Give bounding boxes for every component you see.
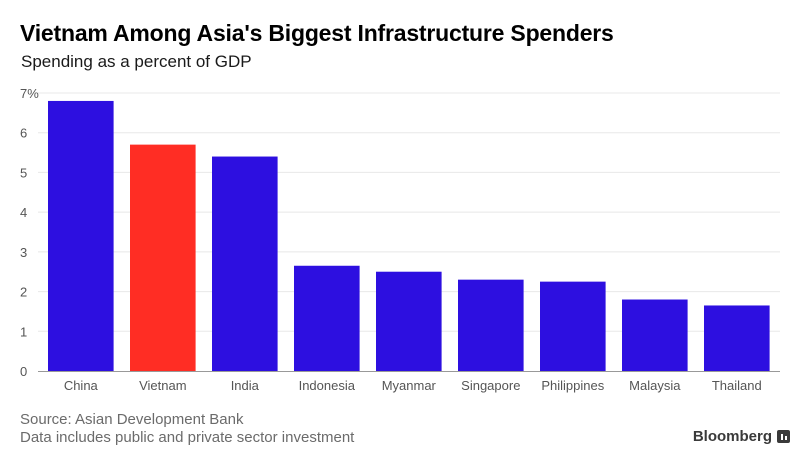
chart-title: Vietnam Among Asia's Biggest Infrastruct… — [20, 20, 614, 46]
brand-name: Bloomberg — [692, 428, 772, 445]
x-tick-label: Myanmar — [382, 378, 437, 393]
y-tick-label: 4 — [20, 205, 27, 220]
bar-philippines — [540, 281, 606, 371]
y-tick-label: 3 — [20, 245, 27, 260]
x-tick-label: China — [64, 378, 99, 393]
source-note: Source: Asian Development Bank — [20, 411, 244, 428]
x-tick-label: India — [231, 378, 260, 393]
y-tick-label: 0 — [20, 364, 27, 379]
x-tick-label: Indonesia — [299, 378, 356, 393]
bar-india — [212, 156, 278, 371]
bloomberg-logo-icon — [777, 430, 790, 443]
chart-footer: Source: Asian Development Bank Data incl… — [20, 411, 354, 447]
y-tick-label: 5 — [20, 165, 27, 180]
bar-indonesia — [294, 265, 360, 371]
y-tick-label: 1 — [20, 324, 27, 339]
chart-subtitle: Spending as a percent of GDP — [21, 52, 252, 71]
y-tick-label: 6 — [20, 126, 27, 141]
bar-vietnam — [130, 144, 196, 371]
data-note: Data includes public and private sector … — [20, 429, 355, 446]
x-tick-label: Vietnam — [139, 378, 186, 393]
x-tick-label: Malaysia — [629, 378, 681, 393]
brand-mark: Bloomberg — [693, 428, 790, 445]
x-tick-label: Thailand — [712, 378, 762, 393]
x-tick-label: Philippines — [541, 378, 604, 393]
bar-singapore — [458, 279, 524, 371]
x-tick-label: Singapore — [461, 378, 520, 393]
bar-myanmar — [376, 271, 442, 371]
bar-malaysia — [622, 299, 688, 371]
y-tick-label: 7% — [20, 86, 39, 101]
bar-china — [48, 100, 114, 371]
y-tick-label: 2 — [20, 285, 27, 300]
bar-thailand — [704, 305, 770, 371]
